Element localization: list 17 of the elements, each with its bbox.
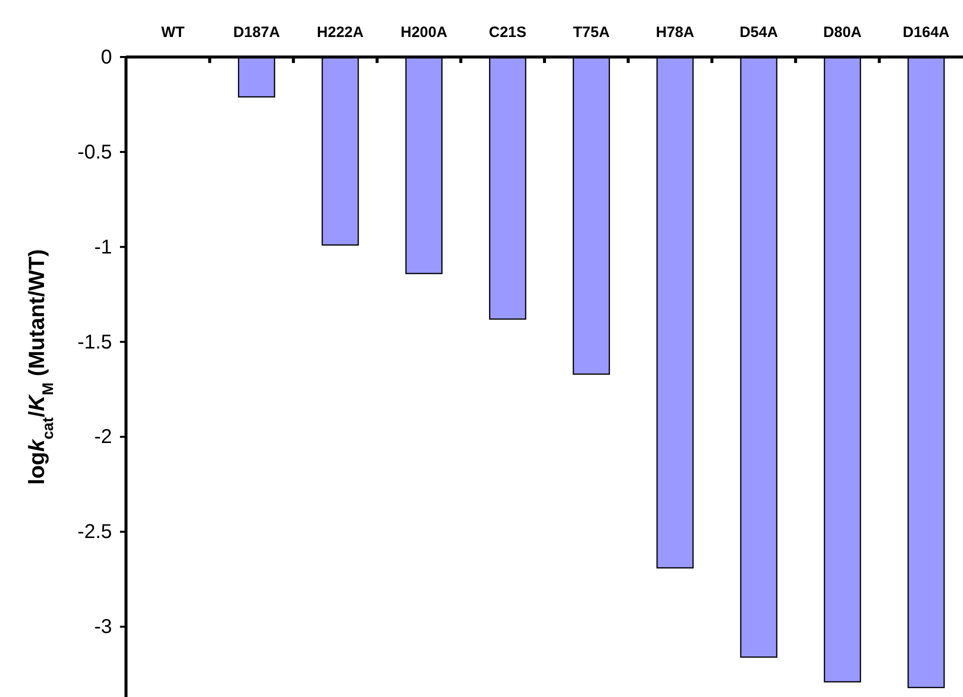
- y-tick-label: -1.5: [78, 331, 112, 354]
- x-tick-label: H222A: [316, 24, 364, 41]
- y-tick-label: -2.5: [78, 521, 112, 544]
- y-tick-label: -0.5: [78, 141, 112, 164]
- x-tick-label: H200A: [400, 24, 448, 41]
- x-tick-label: D164A: [902, 24, 950, 41]
- x-tick-label: D54A: [740, 24, 778, 41]
- x-tick-label: H78A: [656, 24, 694, 41]
- x-tick-label: C21S: [488, 24, 526, 41]
- y-tick-label: -3: [94, 616, 112, 638]
- x-tick-label: D80A: [823, 24, 862, 41]
- y-tick-label: -1: [94, 236, 112, 258]
- x-tick-label: D187A: [233, 24, 280, 41]
- x-tick-label: T75A: [573, 24, 610, 41]
- y-tick-label: -2: [94, 426, 112, 448]
- x-tick-label: WT: [161, 24, 185, 41]
- y-tick-label: 0: [100, 46, 112, 68]
